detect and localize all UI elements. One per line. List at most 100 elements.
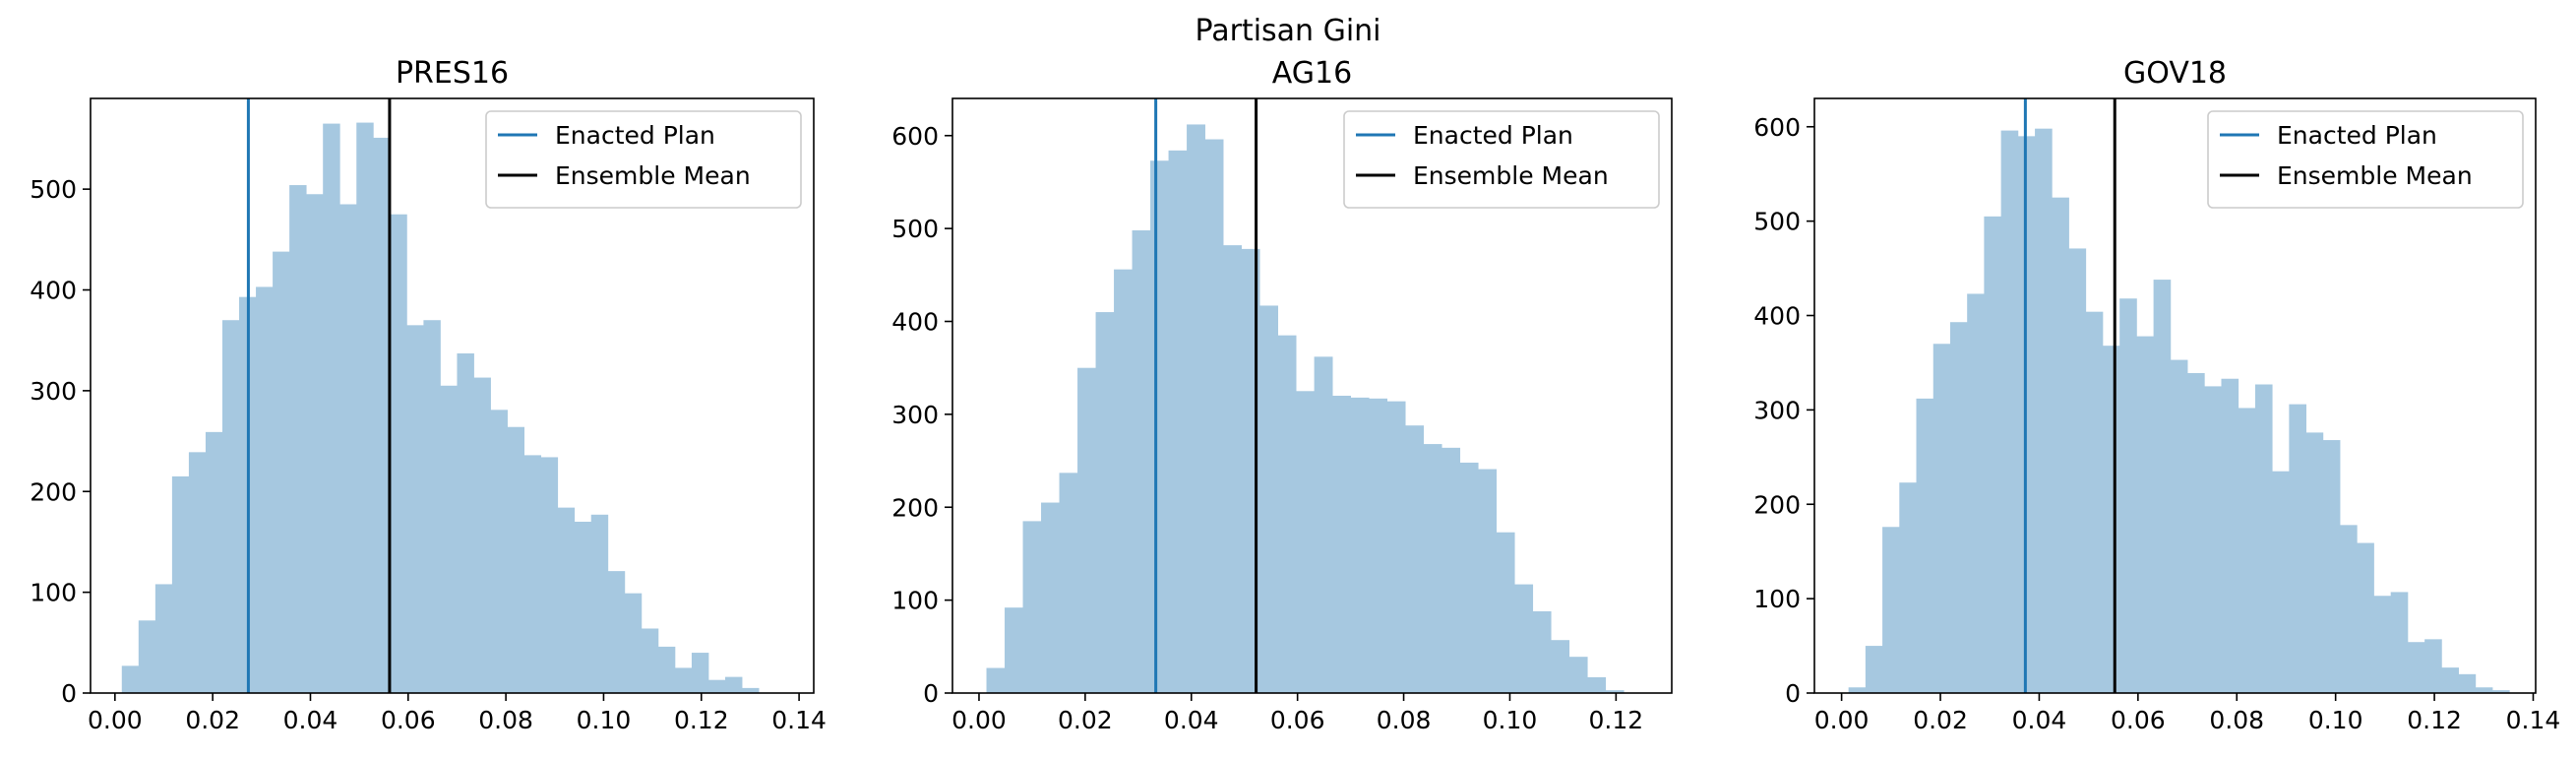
histogram-bar — [1022, 521, 1042, 693]
y-tick-label: 400 — [30, 277, 77, 305]
x-tick-label: 0.02 — [1913, 706, 1968, 734]
histogram-bar — [1204, 139, 1224, 693]
histogram-bar — [2458, 673, 2477, 693]
histogram-bar — [1605, 690, 1625, 693]
histogram-bar — [154, 584, 173, 693]
histogram-bar — [457, 353, 474, 693]
y-tick-label: 200 — [1753, 490, 1801, 519]
histogram-bar — [2424, 639, 2442, 693]
histogram-bar — [323, 123, 340, 694]
y-tick-label: 600 — [891, 122, 939, 151]
histogram-bar — [707, 679, 726, 693]
histogram-bar — [1916, 398, 1934, 693]
histogram-bar — [507, 426, 525, 693]
histogram-bar — [2085, 311, 2104, 693]
histogram-bar — [691, 653, 709, 693]
histogram-bar — [1532, 610, 1552, 693]
legend-box — [2207, 110, 2524, 209]
histogram-bar — [2221, 378, 2239, 693]
histogram-bar — [1949, 322, 1968, 693]
histogram-bar — [1077, 367, 1096, 693]
x-tick-label: 0.00 — [1814, 706, 1870, 734]
histogram-bar — [1899, 482, 1917, 693]
histogram-bar — [1882, 527, 1900, 693]
x-tick-label: 0.00 — [951, 706, 1007, 734]
histogram-bar — [2305, 432, 2324, 693]
histogram-bar — [356, 122, 374, 694]
histogram-bar — [138, 620, 156, 693]
histogram-bar — [171, 475, 190, 693]
x-tick-label: 0.14 — [771, 706, 827, 734]
histogram-bar — [523, 455, 542, 693]
histogram-bar — [1187, 124, 1205, 694]
histogram-bar — [1332, 396, 1352, 693]
histogram-bar — [1423, 444, 1442, 693]
y-tick-label: 500 — [1753, 208, 1801, 236]
histogram-bar — [2357, 542, 2374, 693]
histogram-bar — [2492, 690, 2510, 693]
histogram-bar — [221, 320, 240, 693]
histogram-bar — [624, 593, 643, 693]
histogram-bar — [2272, 471, 2290, 693]
histogram-bar — [1568, 657, 1588, 693]
histogram-bar — [986, 667, 1006, 693]
legend-label: Ensemble Mean — [1413, 161, 1609, 190]
histogram-bar — [373, 137, 391, 694]
histogram-bar — [657, 646, 676, 693]
histogram-bar — [2475, 687, 2493, 693]
legend-box — [485, 110, 802, 209]
histogram-bar — [2153, 280, 2172, 693]
x-tick-label: 0.08 — [1377, 706, 1432, 734]
chart-title: GOV18 — [2123, 56, 2227, 91]
histogram-bar — [1114, 269, 1133, 693]
y-tick-label: 100 — [891, 587, 939, 615]
histogram-bar — [1168, 150, 1188, 694]
histogram-bar — [306, 194, 324, 693]
chart-title: PRES16 — [396, 56, 509, 91]
x-tick-label: 0.06 — [381, 706, 436, 734]
histogram-bar — [2035, 128, 2053, 693]
histogram-bar — [423, 320, 441, 693]
chart-panel-gov18: 0.00 0.02 0.04 0.06 0.08 0.10 0.12 0.14 0 100 200 3… — [1753, 56, 2560, 734]
histogram-bar — [2052, 197, 2069, 693]
y-tick-label: 300 — [891, 401, 939, 429]
histogram-bar — [1095, 312, 1115, 693]
histogram-bar — [1441, 447, 1461, 693]
histogram-bar — [188, 452, 207, 693]
histogram-bar — [1587, 676, 1607, 693]
histogram-bar — [2407, 642, 2425, 693]
histogram-bar — [1386, 401, 1406, 693]
x-tick-label: 0.12 — [1589, 706, 1644, 734]
histogram-bar — [2119, 298, 2137, 693]
histogram-bar — [1296, 391, 1316, 693]
x-tick-label: 0.02 — [1058, 706, 1113, 734]
legend: Enacted Plan Ensemble Mean — [2207, 110, 2524, 209]
histogram-bar — [590, 514, 609, 693]
histogram-bar — [574, 521, 592, 693]
histogram-bar — [1496, 532, 1515, 693]
histogram-bar — [256, 286, 274, 693]
legend: Enacted Plan Ensemble Mean — [1343, 110, 1660, 209]
figure-suptitle: Partisan Gini — [1195, 14, 1381, 48]
histogram-bar — [725, 676, 743, 693]
x-tick-label: 0.04 — [283, 706, 338, 734]
legend-label: Ensemble Mean — [2277, 161, 2473, 190]
histogram-bar — [1478, 469, 1498, 693]
x-tick-label: 0.10 — [577, 706, 632, 734]
histogram-bar — [1967, 293, 1985, 693]
y-tick-label: 400 — [1753, 302, 1801, 331]
legend: Enacted Plan Ensemble Mean — [485, 110, 802, 209]
histogram-bar — [607, 571, 626, 693]
legend-box — [1343, 110, 1660, 209]
y-tick-label: 500 — [30, 175, 77, 204]
y-tick-label: 200 — [891, 493, 939, 522]
histogram-bar — [1223, 245, 1242, 694]
x-tick-label: 0.10 — [1483, 706, 1538, 734]
histogram-bar — [1132, 230, 1151, 693]
plot-frame — [951, 97, 1673, 694]
histogram-bar — [557, 507, 576, 693]
histogram-bar — [540, 457, 559, 693]
histogram-bar — [2289, 404, 2306, 693]
x-tick-label: 0.14 — [2506, 706, 2561, 734]
